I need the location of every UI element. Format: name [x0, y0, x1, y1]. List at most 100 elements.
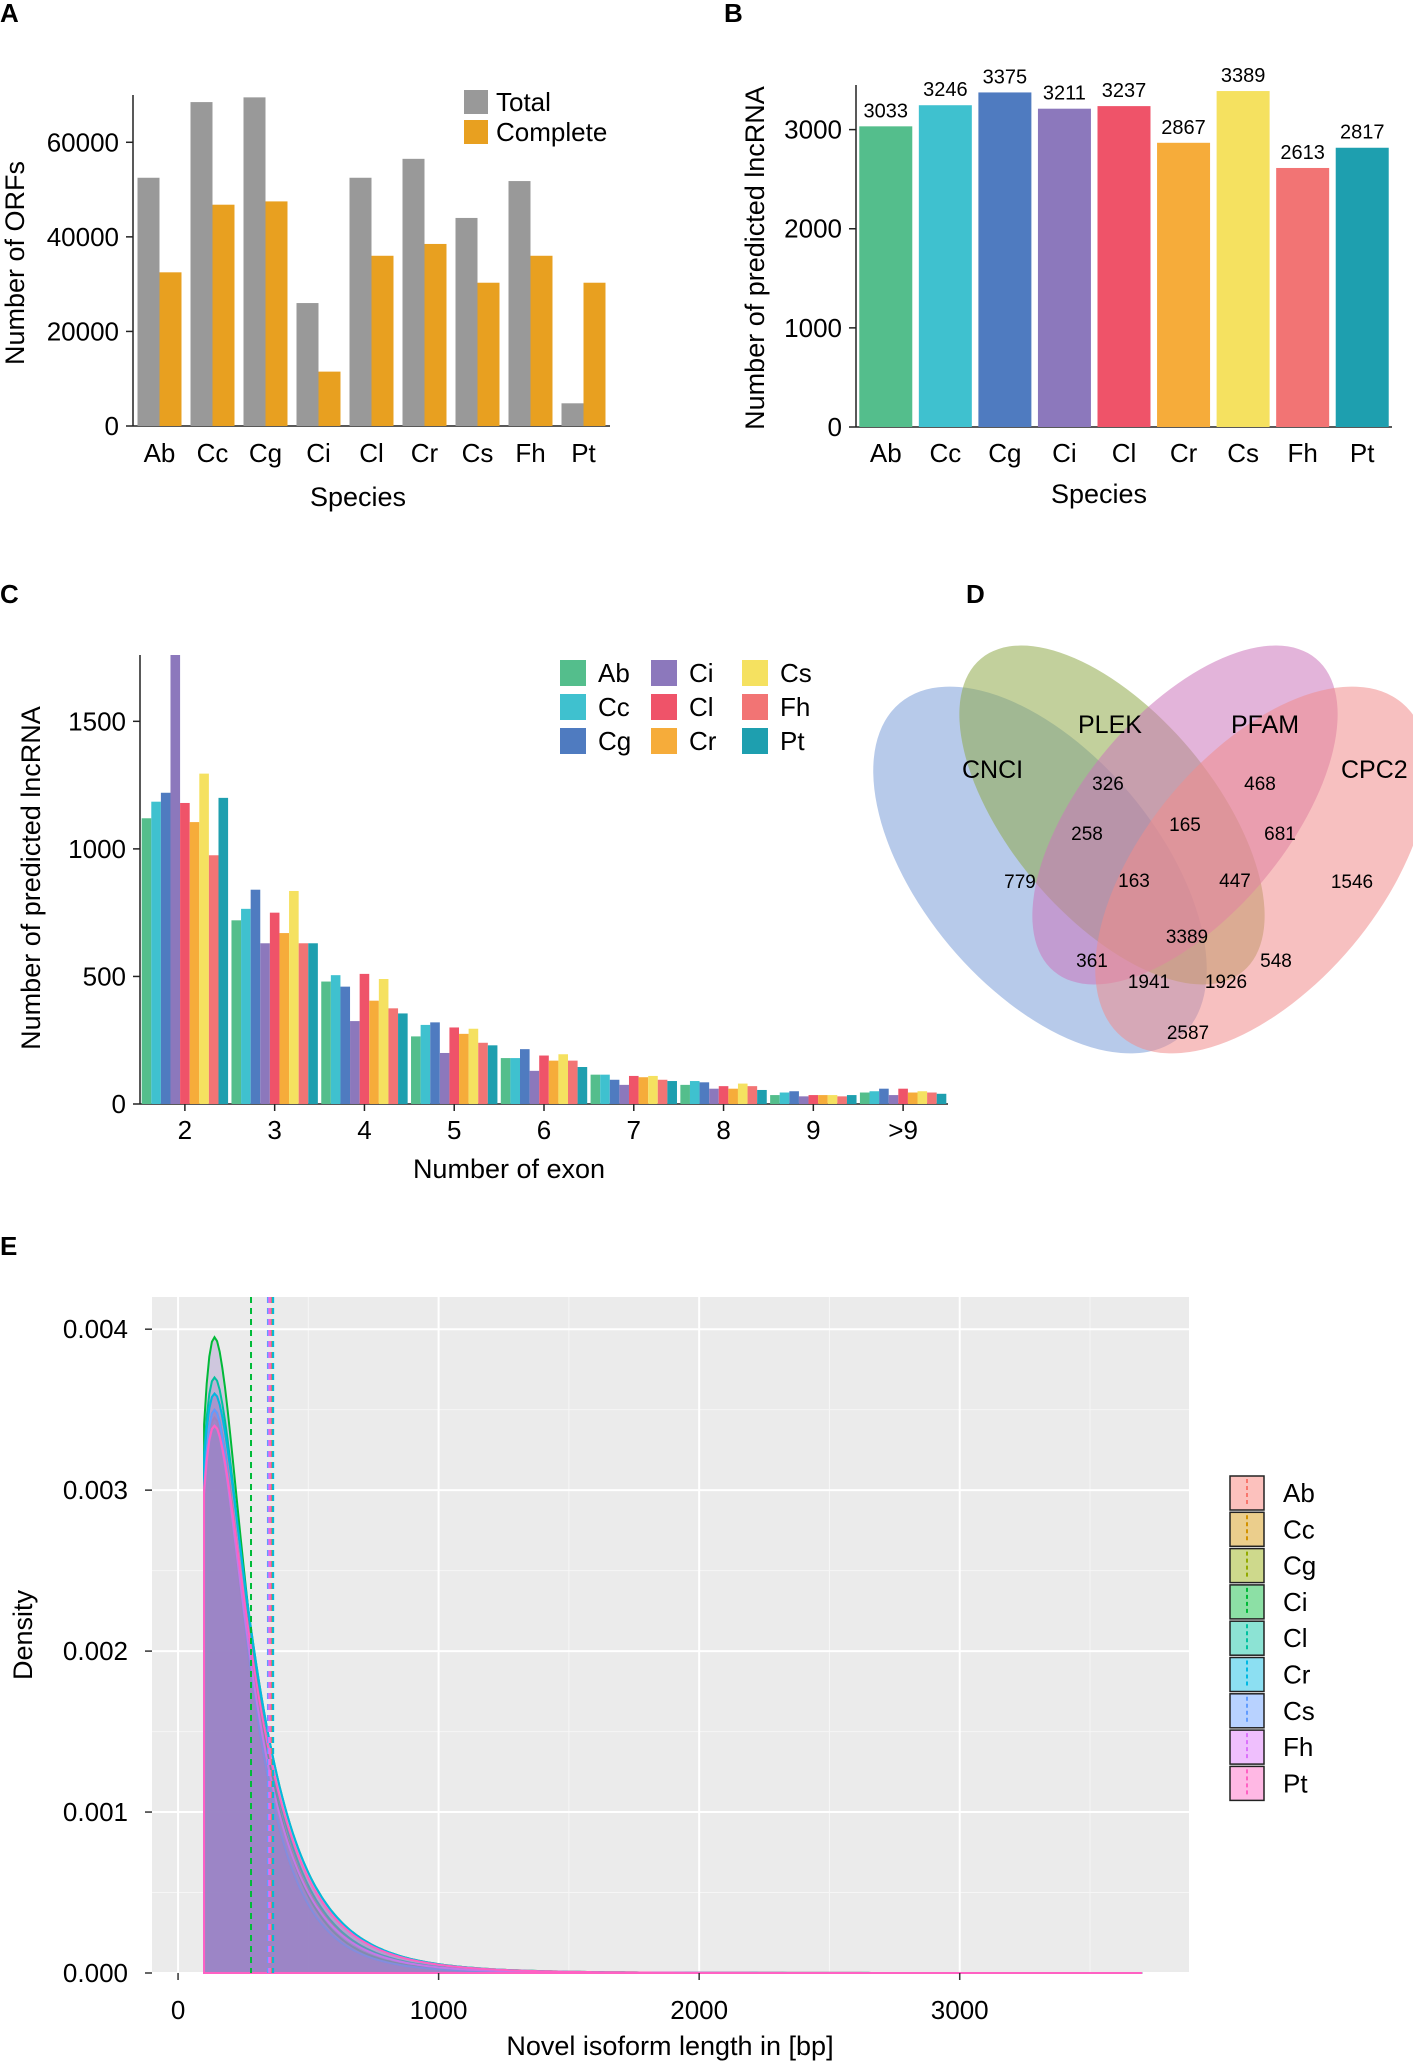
chart-c-ylabel: Number of predicted lncRNA	[16, 706, 46, 1050]
legend-c-swatch-ci	[651, 660, 677, 686]
legend-c-label-cg: Cg	[598, 726, 631, 756]
xtick-c-label-2: 2	[178, 1115, 192, 1145]
bar-c-cs-gt9	[917, 1091, 928, 1104]
legend-c-label-ci: Ci	[689, 658, 714, 688]
bar-c-ci-gt9	[888, 1095, 899, 1104]
bar-c-cg-5	[430, 1022, 440, 1104]
xtick-a-cs: Cs	[462, 438, 494, 468]
xtick-c-label-6: 6	[537, 1115, 551, 1145]
bar-c-ci-8	[709, 1088, 719, 1104]
ytick-b-label-0: 0	[828, 412, 842, 442]
ytick-e-label-3: 0.003	[63, 1475, 128, 1505]
ytick-e-label-0: 0.000	[63, 1958, 128, 1988]
ytick-a-label-0: 0	[105, 411, 119, 441]
legend-a-label-total: Total	[496, 87, 551, 117]
bar-c-cg-7	[609, 1079, 620, 1104]
xtick-c-label-8: 8	[716, 1115, 730, 1145]
bar-c-cr-7	[638, 1077, 649, 1104]
bar-c-cc-9	[779, 1092, 790, 1104]
venn-region-cnci-cpc2: 2587	[1167, 1023, 1209, 1044]
xtick-b-cr: Cr	[1170, 438, 1198, 468]
bar-c-cc-2	[151, 801, 161, 1104]
bar-c-ci-5	[439, 1052, 450, 1104]
chart-b-ylabel: Number of predicted lncRNA	[740, 86, 770, 430]
legend-a-swatch-complete	[464, 120, 488, 144]
ytick-b-label-2000: 2000	[784, 214, 842, 244]
bar-c-ab-2	[141, 818, 152, 1104]
bar-c-ci-7	[619, 1084, 629, 1104]
bar-b-cr	[1157, 142, 1211, 428]
bar-b-fh	[1276, 167, 1330, 427]
bar-c-cl-6	[539, 1055, 549, 1104]
bar-c-cl-3	[269, 912, 280, 1104]
bar-c-fh-gt9	[927, 1092, 937, 1104]
legend-c-label-fh: Fh	[780, 692, 810, 722]
bar-c-ci-3	[260, 943, 270, 1104]
venn-set-cpc2: CPC2	[1341, 756, 1408, 784]
venn-region-plek-pfam-cpc2: 447	[1219, 871, 1251, 892]
legend-e-label-fh: Fh	[1283, 1732, 1313, 1762]
xtick-a-cg: Cg	[249, 438, 282, 468]
bar-b-cs	[1216, 91, 1270, 427]
legend-e-label-cr: Cr	[1283, 1660, 1311, 1690]
xtick-a-cl: Cl	[359, 438, 384, 468]
xtick-a-pt: Pt	[571, 438, 596, 468]
ytick-c-label-0: 0	[112, 1089, 126, 1119]
bar-b-value-fh: 2613	[1280, 142, 1325, 164]
bar-c-ab-6	[500, 1058, 511, 1104]
bar-c-ci-4	[350, 1021, 360, 1104]
venn-ellipses	[873, 645, 1413, 1054]
bar-a-complete-cs	[477, 282, 500, 426]
bar-c-fh-7	[657, 1079, 668, 1104]
ytick-a-label-60000: 60000	[47, 127, 119, 157]
legend-c-label-pt: Pt	[780, 726, 805, 756]
legend-c-label-cs: Cs	[780, 658, 812, 688]
venn-region-cnci-pfam-cpc2: 1941	[1128, 972, 1170, 993]
xtick-a-cr: Cr	[411, 438, 439, 468]
bar-c-cl-4	[359, 973, 370, 1104]
chart-b: 0 1000 2000 3000 Ab Cc Cg Ci Cl Cr Cs Fh Pt 3033 324…	[740, 65, 1392, 509]
venn-ellipse-cpc2	[1095, 686, 1413, 1054]
legend-c-swatch-cs	[742, 660, 768, 686]
venn-region-cnci-plek: 258	[1071, 824, 1103, 845]
bar-c-cl-gt9	[898, 1088, 908, 1104]
ytick-c-label-1500: 1500	[68, 706, 126, 736]
bar-c-cr-3	[279, 933, 290, 1104]
legend-c-swatch-cr	[651, 728, 677, 754]
venn-set-plek: PLEK	[1078, 711, 1142, 739]
bar-c-cl-5	[449, 1027, 460, 1104]
bar-c-pt-5	[487, 1045, 498, 1104]
legend-c-swatch-cc	[560, 694, 586, 720]
bar-c-cg-9	[789, 1091, 799, 1104]
venn-region-plek-pfam: 165	[1169, 815, 1201, 836]
venn-set-pfam: PFAM	[1231, 711, 1299, 739]
chart-b-xlabel: Species	[1051, 479, 1147, 509]
bar-c-cs-3	[289, 890, 299, 1104]
density-e-pt	[203, 1424, 1143, 1974]
bar-a-complete-pt	[583, 282, 606, 426]
bar-a-total-cc	[190, 102, 213, 426]
bar-c-cg-2	[160, 792, 171, 1104]
bar-c-cr-gt9	[907, 1092, 918, 1104]
bar-c-cg-4	[340, 986, 351, 1104]
xtick-e-label-1000: 1000	[410, 1995, 468, 2025]
bar-a-complete-cr	[424, 243, 447, 426]
panel-label-d: D	[966, 579, 985, 609]
bar-c-cr-5	[459, 1033, 469, 1104]
panel-label-a: A	[0, 0, 19, 28]
bar-b-cc	[918, 105, 972, 428]
bar-a-complete-ci	[318, 371, 341, 426]
bar-c-cs-9	[827, 1095, 838, 1104]
bar-c-cs-8	[737, 1083, 748, 1104]
chart-c-xlabel: Number of exon	[413, 1154, 605, 1184]
legend-c-swatch-fh	[742, 694, 768, 720]
bar-c-fh-5	[478, 1042, 488, 1104]
bar-c-cs-4	[378, 978, 389, 1104]
bar-c-cl-8	[718, 1086, 729, 1104]
bar-b-ab	[859, 126, 913, 427]
bar-b-value-pt: 2817	[1340, 122, 1385, 144]
chart-a: 0 20000 40000 60000 Ab Cc Cg Ci Cl Cr Cs Fh Pt Tota…	[0, 87, 610, 512]
legend-e-label-cc: Cc	[1283, 1514, 1315, 1544]
bar-a-total-cr	[402, 158, 425, 427]
legend-e-label-ab: Ab	[1283, 1478, 1315, 1508]
